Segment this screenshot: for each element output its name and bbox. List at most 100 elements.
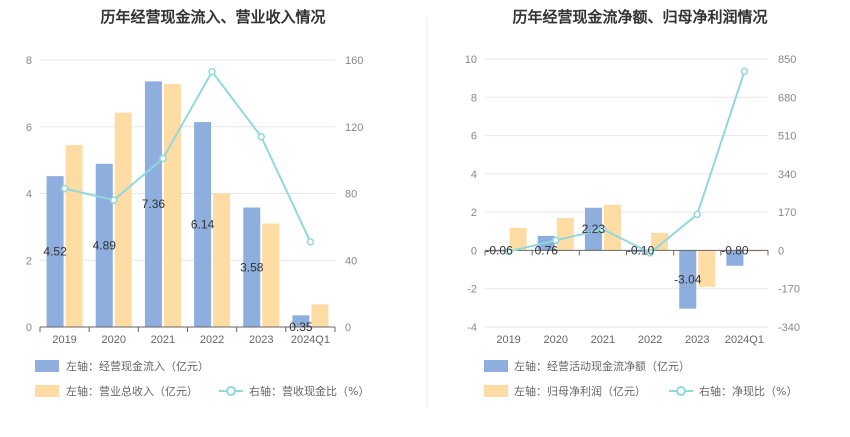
bar-data-label: 4.89 bbox=[93, 238, 117, 252]
x-axis-label: 2022 bbox=[200, 334, 224, 346]
bar bbox=[213, 193, 231, 327]
bar bbox=[632, 250, 650, 253]
x-axis-label: 2019 bbox=[496, 334, 520, 346]
x-axis-label: 2020 bbox=[102, 334, 126, 346]
bar bbox=[262, 223, 280, 327]
bar-data-label: 4.52 bbox=[43, 245, 67, 259]
right-axis-tick: 510 bbox=[778, 131, 796, 143]
line-point bbox=[646, 249, 654, 257]
bar bbox=[698, 250, 716, 287]
left-axis-tick: 8 bbox=[26, 55, 32, 67]
x-axis-label: 2024Q1 bbox=[725, 334, 764, 346]
left-axis-tick: 2 bbox=[26, 255, 32, 267]
left-axis-tick: 0 bbox=[471, 245, 477, 257]
left-chart-grid bbox=[40, 59, 335, 261]
left-axis-tick: 2 bbox=[471, 207, 477, 219]
line-point bbox=[504, 247, 513, 256]
bar-data-label: 3.58 bbox=[240, 260, 264, 274]
left-axis-tick: 10 bbox=[465, 54, 477, 66]
line-point bbox=[306, 238, 315, 246]
line-series bbox=[508, 71, 746, 255]
right-axis-tick: -340 bbox=[778, 322, 800, 334]
x-axis-label: 2022 bbox=[638, 334, 662, 346]
right-axis-tick: 0 bbox=[778, 245, 784, 257]
legend-item-right-bar-1: 左轴：经营活动现金流净额（亿元） bbox=[514, 359, 690, 373]
line-point bbox=[208, 67, 216, 76]
bar-data-label: -0.06 bbox=[485, 243, 513, 257]
legend-swatch-left-bar-1 bbox=[35, 360, 59, 372]
right-chart-title: 历年经营现金流净额、归母净利润情况 bbox=[512, 8, 767, 26]
bar-data-label: -3.04 bbox=[674, 273, 702, 287]
legend-swatch-right-bar-2 bbox=[484, 385, 508, 397]
legend-item-right-line: 右轴：净现比（%） bbox=[699, 384, 797, 398]
left-axis-tick: 8 bbox=[471, 92, 477, 104]
right-chart-x-axis: 2019 2020 2021 2022 2023 2024Q1 bbox=[484, 249, 769, 346]
right-axis-tick: 340 bbox=[778, 169, 796, 181]
left-axis-tick: 6 bbox=[471, 131, 477, 143]
bar bbox=[603, 204, 621, 251]
legend-item-right-bar-2: 左轴：归母净利润（亿元） bbox=[514, 384, 646, 398]
right-chart-bars bbox=[490, 204, 763, 309]
bar-data-label: 0.76 bbox=[535, 243, 559, 257]
line-series bbox=[64, 69, 312, 243]
right-axis-tick: 680 bbox=[778, 92, 796, 104]
x-axis-label: 2021 bbox=[151, 334, 175, 346]
x-axis-label: 2023 bbox=[249, 334, 273, 346]
right-chart-grid bbox=[485, 58, 768, 328]
left-axis-tick: 4 bbox=[471, 169, 477, 181]
x-axis-label: 2021 bbox=[591, 334, 615, 346]
left-axis-tick: 0 bbox=[26, 322, 32, 334]
bar bbox=[65, 145, 83, 327]
bar bbox=[194, 122, 212, 327]
bar bbox=[292, 315, 310, 327]
bar-data-label: 7.36 bbox=[142, 197, 166, 211]
right-chart-right-axis: -340 -170 0 170 340 510 680 850 bbox=[778, 54, 800, 334]
right-axis-tick: 170 bbox=[778, 207, 796, 219]
bar bbox=[114, 112, 132, 327]
x-axis-label: 2020 bbox=[544, 334, 568, 346]
bar bbox=[584, 207, 602, 251]
legend-item-left-line: 右轴：营收现金比（%） bbox=[249, 384, 369, 398]
right-axis-tick: 850 bbox=[778, 54, 796, 66]
bar bbox=[556, 217, 574, 251]
left-chart-left-axis: 0 2 4 6 8 bbox=[26, 55, 32, 334]
bar bbox=[243, 207, 261, 327]
bar-data-label: 6.14 bbox=[191, 218, 215, 232]
left-axis-tick: -2 bbox=[467, 284, 477, 296]
left-chart-title: 历年经营现金流入、营业收入情况 bbox=[100, 8, 325, 26]
legend-item-left-bar-1: 左轴：经营现金流入（亿元） bbox=[66, 359, 209, 373]
right-chart-line bbox=[504, 67, 749, 257]
line-point bbox=[740, 67, 749, 76]
left-axis-tick: 4 bbox=[26, 189, 32, 201]
x-axis-label: 2024Q1 bbox=[291, 334, 330, 346]
legend-item-left-bar-2: 左轴：营业总收入（亿元） bbox=[66, 384, 198, 398]
left-chart-right-axis: 0 40 80 120 160 bbox=[345, 55, 363, 334]
line-point bbox=[599, 225, 607, 234]
left-chart-line bbox=[60, 67, 315, 246]
left-axis-tick: -4 bbox=[467, 322, 477, 334]
bar bbox=[726, 250, 744, 266]
bar-data-label: 0.35 bbox=[289, 320, 313, 334]
right-chart: 历年经营现金流净额、归母净利润情况 -4 -2 0 2 4 6 8 10 -340 -170 0 1… bbox=[465, 8, 800, 398]
bar bbox=[46, 176, 64, 327]
legend-marker-right-line bbox=[676, 386, 686, 396]
left-chart-data-labels: 4.52 4.89 7.36 6.14 3.58 0.35 bbox=[43, 197, 313, 334]
bar bbox=[95, 163, 113, 327]
bar-data-label: 2.23 bbox=[582, 222, 606, 236]
bar bbox=[144, 81, 162, 327]
left-chart-x-axis: 2019 2020 2021 2022 2023 2024Q1 bbox=[39, 326, 336, 346]
bar bbox=[509, 227, 527, 251]
bar-data-label: -0.10 bbox=[627, 243, 655, 257]
legend-swatch-left-bar-2 bbox=[35, 385, 59, 397]
bar bbox=[651, 232, 669, 251]
left-chart-legend: 左轴：经营现金流入（亿元） 左轴：营业总收入（亿元） 右轴：营收现金比（%） bbox=[35, 359, 369, 398]
left-axis-tick: 6 bbox=[26, 122, 32, 134]
bar bbox=[745, 250, 763, 252]
right-chart-left-axis: -4 -2 0 2 4 6 8 10 bbox=[465, 54, 477, 334]
x-axis-label: 2023 bbox=[685, 334, 709, 346]
bar bbox=[490, 250, 508, 252]
bar bbox=[163, 84, 181, 327]
right-axis-tick: 120 bbox=[345, 122, 363, 134]
